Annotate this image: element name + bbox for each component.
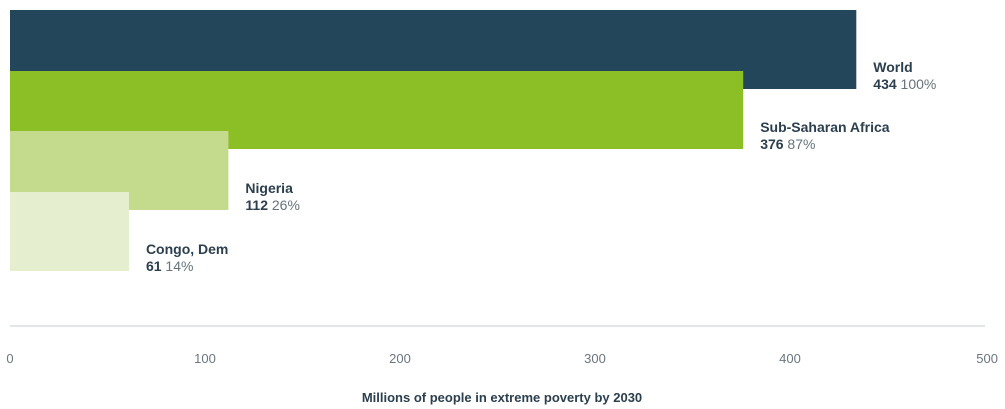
bar-label-nigeria: Nigeria: [245, 180, 293, 196]
bar-label-world: World: [873, 59, 912, 75]
x-tick-label-300: 300: [584, 351, 606, 366]
data-label-world: 434 100%: [873, 76, 936, 92]
bar-group: [10, 10, 857, 271]
data-label-percent: 100%: [897, 76, 937, 92]
data-label-percent: 87%: [784, 136, 816, 152]
x-tick-label-500: 500: [976, 351, 998, 366]
data-label-percent: 14%: [162, 258, 194, 274]
bar-label-sub-saharan-africa: Sub-Saharan Africa: [760, 119, 890, 135]
bar-congo-dem: [10, 192, 129, 271]
x-tick-label-400: 400: [779, 351, 801, 366]
bar-label-congo-dem: Congo, Dem: [146, 241, 228, 257]
data-label-nigeria: 112 26%: [245, 197, 300, 213]
data-label-sub-saharan-africa: 376 87%: [760, 136, 815, 152]
data-label-congo-dem: 61 14%: [146, 258, 194, 274]
x-axis-title: Millions of people in extreme poverty by…: [362, 390, 642, 405]
data-label-value: 112: [245, 197, 268, 213]
x-tick-label-100: 100: [194, 351, 216, 366]
data-label-percent: 26%: [268, 197, 300, 213]
data-label-value: 434: [873, 76, 897, 92]
x-axis-ticks: 0 100 200 300 400 500: [6, 351, 998, 366]
x-tick-label-200: 200: [389, 351, 411, 366]
x-tick-label-0: 0: [6, 351, 13, 366]
data-label-value: 61: [146, 258, 162, 274]
data-label-value: 376: [760, 136, 784, 152]
